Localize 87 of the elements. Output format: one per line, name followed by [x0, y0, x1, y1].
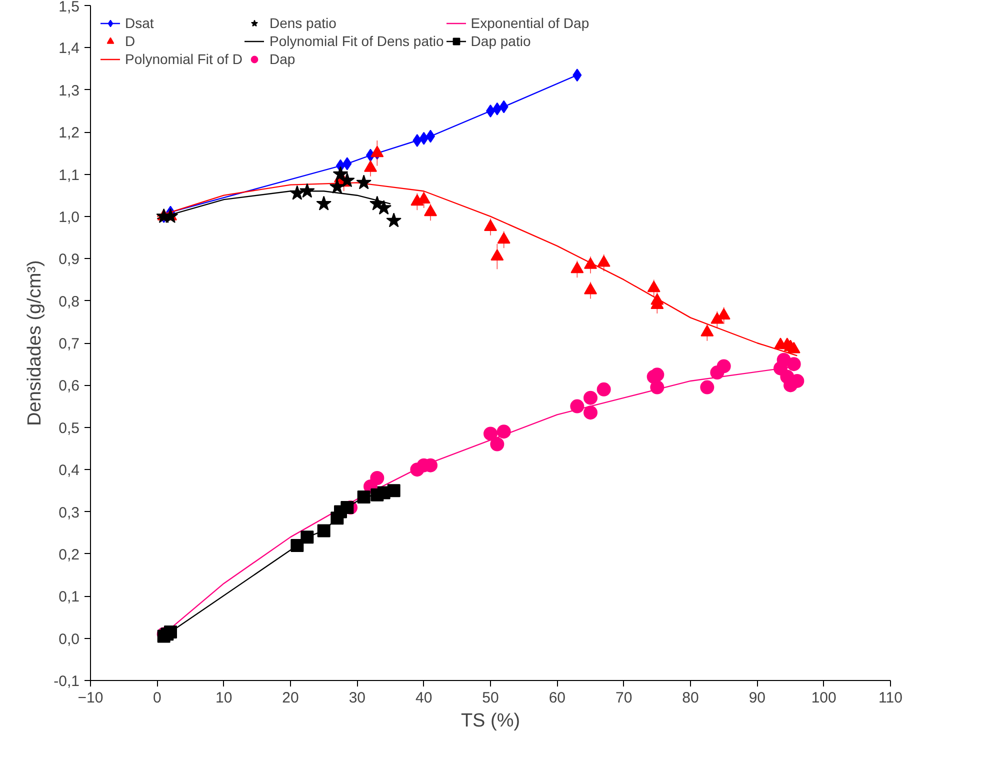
y-tick-label: 0,7 — [58, 336, 80, 352]
y-tick-label: 0,4 — [58, 462, 80, 480]
legend-label: D — [125, 33, 136, 49]
point — [412, 134, 422, 147]
point — [570, 262, 584, 274]
legend-label: Dens patio — [269, 15, 336, 31]
x-axis-title: TS (%) — [460, 710, 520, 732]
point — [330, 178, 345, 194]
x-tick-label: 60 — [548, 690, 566, 706]
point — [584, 390, 598, 405]
point — [584, 282, 597, 294]
point — [787, 342, 800, 354]
y-tick-label: 1,4 — [58, 40, 80, 58]
x-tick-label: 40 — [415, 690, 432, 706]
y-tick-label: -0,1 — [54, 673, 80, 690]
x-tick-label: 50 — [482, 690, 499, 706]
legend-label: Exponential of Dap — [470, 15, 590, 31]
x-tick-label: 90 — [748, 690, 766, 706]
point — [499, 100, 508, 114]
point — [717, 308, 730, 320]
point — [356, 174, 372, 190]
point — [387, 484, 400, 498]
y-tick-label: 1,0 — [58, 208, 80, 226]
point — [497, 232, 510, 244]
point — [490, 249, 504, 260]
legend-label: Dsat — [125, 15, 154, 31]
point — [584, 258, 597, 269]
point — [484, 220, 497, 231]
point — [597, 255, 610, 267]
x-tick-label: 0 — [152, 690, 162, 706]
y-tick-label: 0,6 — [58, 378, 80, 395]
x-tick-label: 30 — [348, 690, 366, 706]
y-tick-label: 0,8 — [58, 293, 80, 310]
legend-label: Dap — [269, 51, 296, 67]
point — [490, 437, 504, 452]
x-tick-label: 70 — [615, 690, 632, 706]
point — [342, 157, 352, 170]
point — [700, 380, 714, 394]
point — [700, 325, 714, 336]
legend-label: Dap patio — [470, 33, 531, 49]
point — [357, 490, 370, 504]
point — [300, 530, 314, 544]
point — [596, 382, 611, 396]
y-tick-label: 1,1 — [58, 166, 80, 184]
point — [419, 132, 428, 145]
x-tick-label: 100 — [811, 690, 836, 706]
point — [370, 146, 384, 158]
point — [317, 524, 330, 538]
legend-label: Polynomial Fit of D — [125, 51, 242, 67]
point — [484, 426, 498, 441]
point — [340, 172, 355, 188]
point — [496, 424, 511, 439]
point — [386, 212, 402, 228]
point — [786, 357, 801, 372]
y-tick-label: 0,3 — [58, 504, 80, 522]
x-tick-label: 10 — [215, 690, 232, 706]
point — [572, 68, 582, 82]
y-tick-label: 0,9 — [58, 251, 80, 268]
point — [316, 196, 332, 210]
point — [364, 160, 377, 172]
point — [492, 102, 502, 116]
x-tick-label: 20 — [282, 690, 299, 706]
y-tick-label: 0,0 — [58, 630, 80, 648]
y-tick-label: 0,1 — [58, 588, 80, 606]
point — [716, 359, 731, 374]
point — [332, 166, 348, 181]
y-tick-label: 1,2 — [58, 124, 80, 142]
y-tick-label: 1,3 — [58, 82, 80, 100]
point — [370, 471, 384, 485]
x-tick-label: 110 — [878, 690, 902, 706]
point — [570, 399, 584, 414]
point — [340, 501, 354, 514]
point — [290, 539, 304, 552]
x-tick-label: 80 — [682, 690, 699, 706]
y-tick-label: 1,5 — [58, 0, 80, 16]
point — [650, 380, 664, 394]
point — [647, 280, 660, 292]
point — [710, 312, 724, 324]
y-tick-label: 0,5 — [58, 420, 80, 437]
y-tick-label: 0,2 — [58, 546, 80, 564]
legend-label: Polynomial Fit of Dens patio — [269, 33, 444, 49]
point — [584, 406, 598, 420]
x-tick-label: −10 — [78, 690, 104, 706]
y-axis-title: Densidades (g/cm³) — [24, 260, 46, 426]
point — [164, 625, 177, 638]
point — [650, 368, 664, 382]
point — [424, 204, 437, 216]
